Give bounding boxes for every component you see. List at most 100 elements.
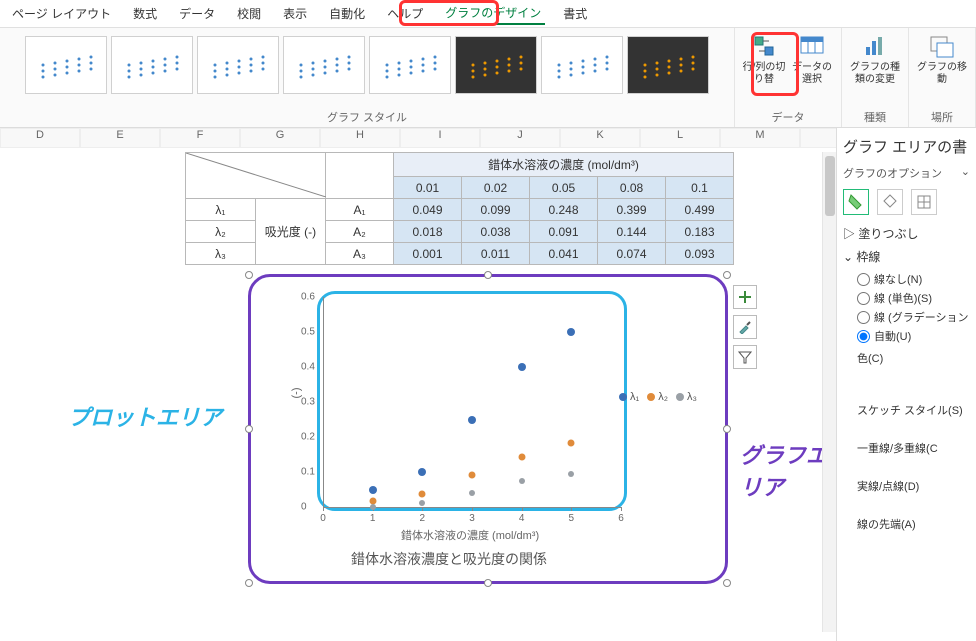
col-header-I[interactable]: I [400, 128, 480, 148]
compound-row[interactable]: 一重線/多重線(C [857, 440, 970, 456]
border-radio-N[interactable]: 線なし(N) [857, 271, 970, 287]
border-radio-G[interactable]: 線 (グラデーション [857, 309, 970, 325]
effects-icon[interactable] [877, 189, 903, 215]
data-point-s2[interactable] [519, 478, 525, 484]
border-radio-U[interactable]: 自動(U) [857, 328, 970, 344]
chart-style-thumb-2[interactable] [197, 36, 279, 94]
chart-style-thumb-0[interactable] [25, 36, 107, 94]
move-chart-button[interactable]: グラフの移動 [915, 32, 969, 86]
menu-item-3[interactable]: 校閲 [233, 3, 265, 24]
fill-section[interactable]: ▷ 塗りつぶし [843, 225, 970, 242]
conc-cell[interactable]: 0.1 [666, 177, 734, 199]
menu-item-1[interactable]: 数式 [129, 3, 161, 24]
size-props-icon[interactable] [911, 189, 937, 215]
conc-cell[interactable]: 0.01 [394, 177, 462, 199]
border-section[interactable]: ⌄ 枠線 [843, 248, 970, 265]
cap-row[interactable]: 線の先端(A) [857, 516, 970, 532]
chart-style-thumb-6[interactable] [541, 36, 623, 94]
col-header-E[interactable]: E [80, 128, 160, 148]
resize-handle[interactable] [245, 425, 253, 433]
data-point-s0[interactable] [518, 363, 526, 371]
sketch-row[interactable]: スケッチ スタイル(S) [857, 402, 970, 418]
data-point-s1[interactable] [419, 490, 426, 497]
menu-item-7[interactable]: グラフのデザイン [441, 2, 545, 25]
resize-handle[interactable] [723, 271, 731, 279]
col-header-J[interactable]: J [480, 128, 560, 148]
chart-style-thumb-1[interactable] [111, 36, 193, 94]
resize-handle[interactable] [723, 579, 731, 587]
menu-item-0[interactable]: ページ レイアウト [8, 3, 115, 24]
value-cell[interactable]: 0.399 [598, 199, 666, 221]
legend-item-2[interactable]: λ₃ [676, 391, 697, 403]
select-data-button[interactable]: データの選択 [789, 32, 835, 86]
color-row[interactable]: 色(C) [857, 350, 970, 366]
chart-style-thumb-4[interactable] [369, 36, 451, 94]
chart-style-thumb-5[interactable] [455, 36, 537, 94]
menu-item-2[interactable]: データ [175, 3, 219, 24]
switch-row-col-button[interactable]: 行/列の切り替 [741, 32, 787, 86]
data-point-s2[interactable] [419, 500, 425, 506]
fill-line-icon[interactable] [843, 189, 869, 215]
col-header-L[interactable]: L [640, 128, 720, 148]
legend-item-0[interactable]: λ₁ [619, 391, 639, 403]
data-point-s1[interactable] [469, 472, 476, 479]
data-point-s0[interactable] [468, 416, 476, 424]
vertical-scrollbar[interactable] [822, 152, 836, 632]
conc-cell[interactable]: 0.08 [598, 177, 666, 199]
chart-style-thumb-7[interactable] [627, 36, 709, 94]
conc-cell[interactable]: 0.02 [462, 177, 530, 199]
border-radio-S[interactable]: 線 (単色)(S) [857, 290, 970, 306]
value-cell[interactable]: 0.144 [598, 221, 666, 243]
change-chart-type-button[interactable]: グラフの種類の変更 [848, 32, 902, 86]
value-cell[interactable]: 0.099 [462, 199, 530, 221]
pane-dropdown[interactable]: グラフのオプション⌄ [843, 165, 970, 181]
value-cell[interactable]: 0.041 [530, 243, 598, 265]
resize-handle[interactable] [723, 425, 731, 433]
value-cell[interactable]: 0.049 [394, 199, 462, 221]
chart-filter-button[interactable] [733, 345, 757, 369]
chart-elements-button[interactable] [733, 285, 757, 309]
data-point-s0[interactable] [418, 468, 426, 476]
legend-item-1[interactable]: λ₂ [647, 391, 668, 403]
value-cell[interactable]: 0.091 [530, 221, 598, 243]
data-point-s2[interactable] [568, 471, 574, 477]
lambda-cell[interactable]: λ₂ [186, 221, 256, 243]
col-header-G[interactable]: G [240, 128, 320, 148]
chart-styles-button[interactable] [733, 315, 757, 339]
a-label-cell[interactable]: A₂ [326, 221, 394, 243]
value-cell[interactable]: 0.074 [598, 243, 666, 265]
data-point-s0[interactable] [567, 328, 575, 336]
menu-item-5[interactable]: 自動化 [325, 3, 369, 24]
a-label-cell[interactable]: A₃ [326, 243, 394, 265]
value-cell[interactable]: 0.093 [666, 243, 734, 265]
menu-item-8[interactable]: 書式 [559, 3, 591, 24]
col-header-F[interactable]: F [160, 128, 240, 148]
value-cell[interactable]: 0.038 [462, 221, 530, 243]
menu-item-4[interactable]: 表示 [279, 3, 311, 24]
col-header-H[interactable]: H [320, 128, 400, 148]
resize-handle[interactable] [484, 579, 492, 587]
lambda-cell[interactable]: λ₁ [186, 199, 256, 221]
value-cell[interactable]: 0.001 [394, 243, 462, 265]
resize-handle[interactable] [245, 271, 253, 279]
value-cell[interactable]: 0.011 [462, 243, 530, 265]
scrollbar-thumb[interactable] [825, 156, 835, 216]
value-cell[interactable]: 0.499 [666, 199, 734, 221]
data-point-s2[interactable] [469, 490, 475, 496]
data-point-s0[interactable] [369, 486, 377, 494]
menu-item-6[interactable]: ヘルプ [383, 3, 427, 24]
a-label-cell[interactable]: A₁ [326, 199, 394, 221]
data-point-s1[interactable] [518, 453, 525, 460]
resize-handle[interactable] [245, 579, 253, 587]
value-cell[interactable]: 0.183 [666, 221, 734, 243]
value-cell[interactable]: 0.248 [530, 199, 598, 221]
conc-cell[interactable]: 0.05 [530, 177, 598, 199]
col-header-D[interactable]: D [0, 128, 80, 148]
col-header-K[interactable]: K [560, 128, 640, 148]
chart-area[interactable]: (-) 錯体水溶液の濃度 (mol/dm³) 錯体水溶液濃度と吸光度の関係 λ₁… [248, 274, 728, 584]
chart-style-thumb-3[interactable] [283, 36, 365, 94]
data-point-s2[interactable] [370, 504, 376, 510]
resize-handle[interactable] [484, 271, 492, 279]
data-point-s1[interactable] [568, 439, 575, 446]
dash-row[interactable]: 実線/点線(D) [857, 478, 970, 494]
